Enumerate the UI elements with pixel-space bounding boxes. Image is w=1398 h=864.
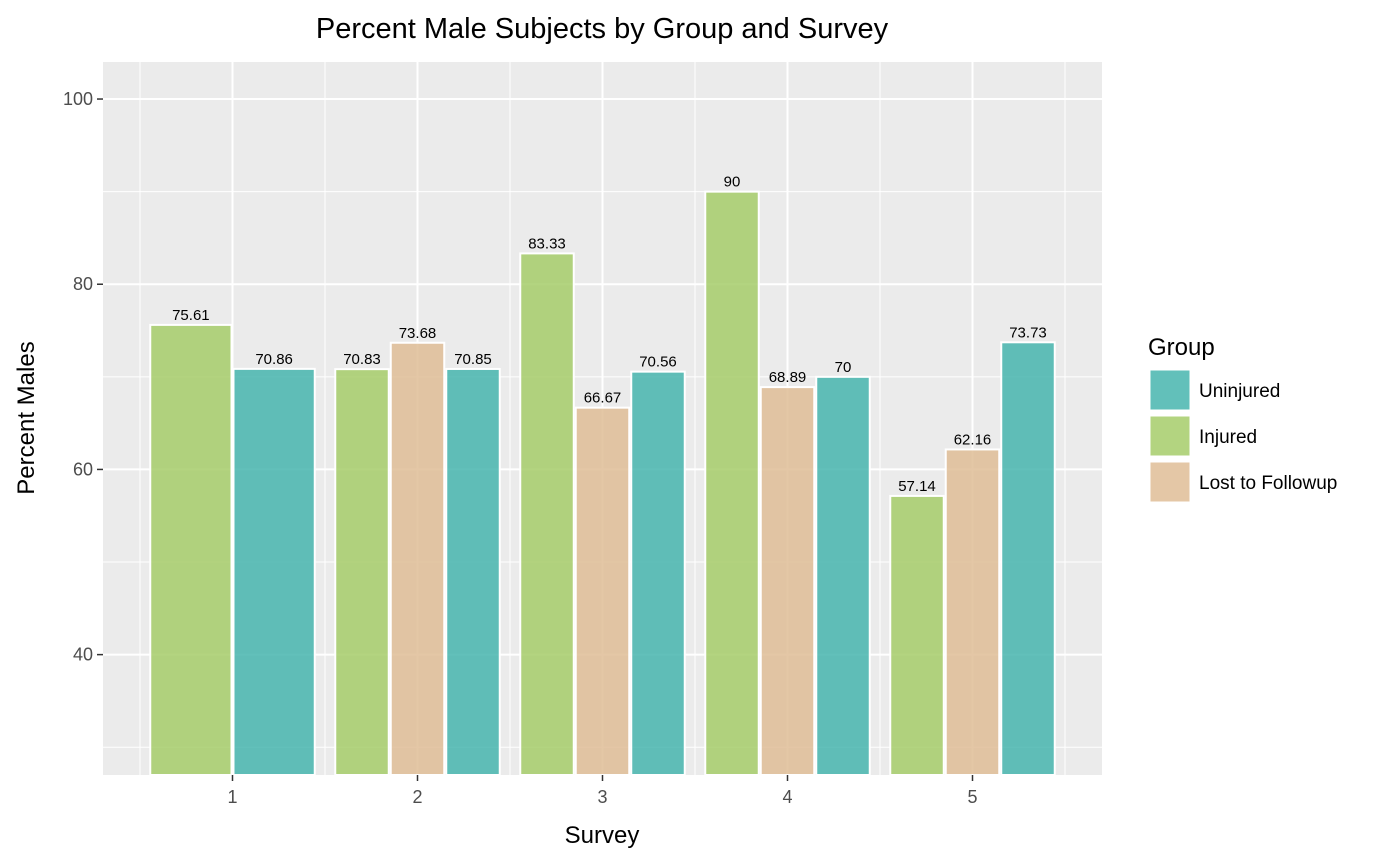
legend-label: Lost to Followup	[1199, 473, 1337, 494]
legend-swatch	[1149, 461, 1191, 503]
bar-label: 62.16	[954, 431, 992, 448]
bar-label: 73.73	[1009, 324, 1047, 341]
x-axis: 1 2 3 4 5	[227, 775, 978, 807]
bar	[1000, 341, 1056, 776]
x-axis-title: Survey	[565, 822, 640, 849]
x-tick-label: 4	[782, 787, 792, 807]
bar	[445, 367, 501, 776]
legend-label: Injured	[1199, 427, 1257, 448]
minor-gridlines-x	[139, 62, 1066, 775]
x-tick-label: 2	[412, 787, 422, 807]
bar	[759, 386, 816, 776]
bar-label: 66.67	[584, 390, 622, 407]
bar	[389, 341, 446, 776]
bar	[630, 370, 686, 776]
bar	[149, 323, 233, 776]
bar-label: 75.61	[172, 307, 210, 324]
legend-swatch	[1149, 369, 1191, 411]
y-axis-title: Percent Males	[13, 341, 40, 494]
bar-label: 73.68	[399, 325, 437, 342]
legend: Group Uninjured Injured Lost to Followup	[1148, 334, 1337, 503]
bar	[519, 252, 575, 777]
y-tick-label: 80	[73, 274, 93, 294]
x-tick-label: 5	[967, 787, 977, 807]
legend-swatch	[1149, 415, 1191, 457]
bar-label: 70.56	[639, 354, 677, 371]
chart-title: Percent Male Subjects by Group and Surve…	[316, 13, 889, 45]
bar	[232, 367, 316, 776]
y-tick-label: 60	[73, 459, 93, 479]
bar-label: 57.14	[898, 478, 936, 495]
bar	[574, 406, 631, 776]
bar-label: 70.85	[454, 351, 492, 368]
bar-label: 70	[835, 359, 852, 376]
x-tick-label: 3	[597, 787, 607, 807]
bar	[334, 368, 390, 776]
legend-label: Uninjured	[1199, 381, 1280, 402]
bar	[944, 448, 1001, 776]
bar	[889, 494, 945, 776]
bar-label: 83.33	[528, 235, 566, 252]
y-axis: 40 60 80 100	[63, 89, 103, 665]
bar	[704, 190, 760, 777]
bar-label: 90	[724, 174, 741, 191]
bar-label: 70.83	[343, 351, 381, 368]
bar-label: 70.86	[255, 351, 293, 368]
bar-labels: 75.61 70.86 70.83 73.68 70.85 83.33 66.67 70.56…	[172, 174, 1047, 495]
x-tick-label: 1	[227, 787, 237, 807]
bars	[149, 190, 1056, 777]
bar-label: 68.89	[769, 369, 807, 386]
y-tick-label: 40	[73, 645, 93, 665]
y-tick-label: 100	[63, 89, 93, 109]
legend-title: Group	[1148, 334, 1215, 361]
bar	[815, 375, 871, 776]
